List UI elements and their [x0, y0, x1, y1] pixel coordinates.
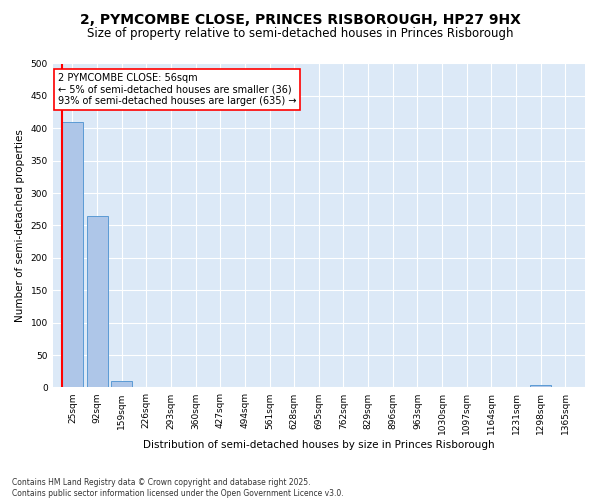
Bar: [530, 385, 551, 388]
Text: 2 PYMCOMBE CLOSE: 56sqm
← 5% of semi-detached houses are smaller (36)
93% of sem: 2 PYMCOMBE CLOSE: 56sqm ← 5% of semi-det…: [58, 73, 296, 106]
X-axis label: Distribution of semi-detached houses by size in Princes Risborough: Distribution of semi-detached houses by …: [143, 440, 494, 450]
Bar: [111, 381, 132, 388]
Text: Size of property relative to semi-detached houses in Princes Risborough: Size of property relative to semi-detach…: [87, 28, 513, 40]
Bar: [86, 216, 107, 388]
Text: Contains HM Land Registry data © Crown copyright and database right 2025.
Contai: Contains HM Land Registry data © Crown c…: [12, 478, 344, 498]
Text: 2, PYMCOMBE CLOSE, PRINCES RISBOROUGH, HP27 9HX: 2, PYMCOMBE CLOSE, PRINCES RISBOROUGH, H…: [80, 12, 520, 26]
Bar: [62, 122, 83, 388]
Y-axis label: Number of semi-detached properties: Number of semi-detached properties: [15, 129, 25, 322]
